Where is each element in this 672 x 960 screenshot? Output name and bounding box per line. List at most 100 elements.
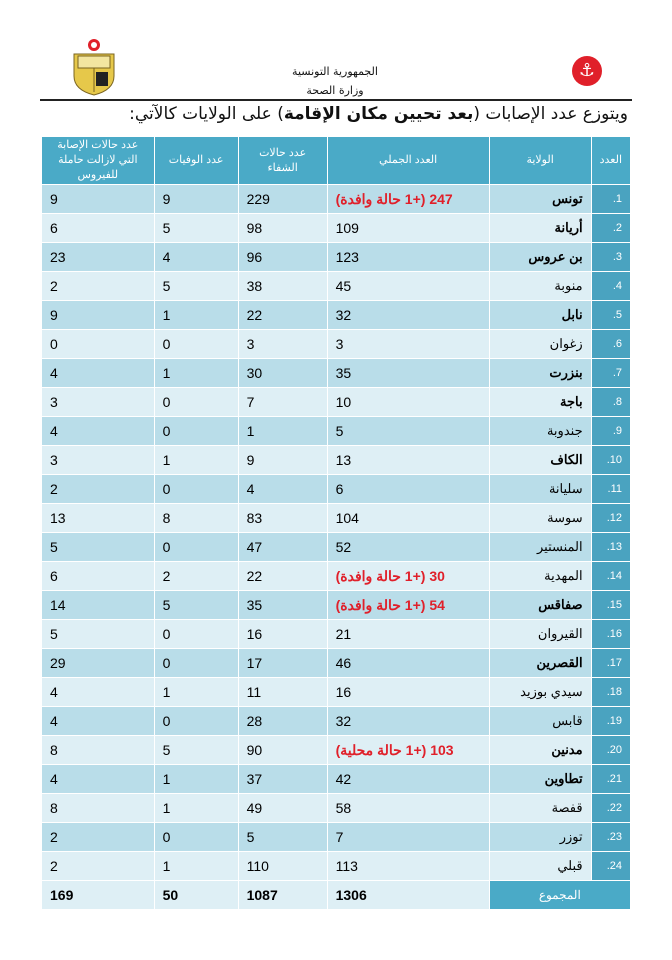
total-cases: 46 <box>326 648 490 678</box>
table-row: 17. القصرين 46 17 0 29 <box>41 648 632 678</box>
title-prefix: ويتوزع عدد الإصابات ( <box>473 104 628 124</box>
governorate-name: منوبة <box>488 271 592 301</box>
total-cases: 32 <box>326 706 490 736</box>
total-cases: 10 <box>326 387 490 417</box>
table-row: 6. زغوان 3 3 0 0 <box>41 329 632 359</box>
active-count: 6 <box>41 213 155 243</box>
title-bold: بعد تحيين مكان الإقامة <box>283 104 474 124</box>
totals-row: المجموع 1306 1087 50 169 <box>41 880 632 910</box>
country-name: الجمهورية التونسية <box>292 65 378 78</box>
governorate-name: المنستير <box>488 532 592 562</box>
row-number: 15. <box>590 590 632 620</box>
active-count: 4 <box>41 706 155 736</box>
col-recovered: عدد حالات الشفاء <box>237 136 328 185</box>
table-row: 19. قابس 32 28 0 4 <box>41 706 632 736</box>
active-count: 4 <box>41 764 155 794</box>
deaths-count: 1 <box>153 445 239 475</box>
active-count: 2 <box>41 822 155 852</box>
row-number: 11. <box>590 474 632 504</box>
table-row: 9. جندوبة 5 1 0 4 <box>41 416 632 446</box>
governorate-name: بنزرت <box>488 358 592 388</box>
governorate-name: سوسة <box>488 503 592 533</box>
active-count: 4 <box>41 416 155 446</box>
row-number: 13. <box>590 532 632 562</box>
tunisia-coat-of-arms-logo <box>68 38 120 96</box>
row-number: 19. <box>590 706 632 736</box>
recovered-count: 3 <box>237 329 328 359</box>
total-cases: 45 <box>326 271 490 301</box>
col-number: العدد <box>590 136 632 185</box>
active-count: 0 <box>41 329 155 359</box>
recovered-count: 5 <box>237 822 328 852</box>
totals-recovered: 1087 <box>237 880 328 910</box>
total-cases: 13 <box>326 445 490 475</box>
row-number: 24. <box>590 851 632 881</box>
governorate-name: بن عروس <box>488 242 592 272</box>
deaths-count: 0 <box>153 619 239 649</box>
col-deaths: عدد الوفيات <box>153 136 239 185</box>
table-row: 1. تونس 247 (+1 حالة وافدة) 229 9 9 <box>41 184 632 214</box>
table-header: العدد الولاية العدد الجملي عدد حالات الش… <box>41 136 632 185</box>
deaths-count: 0 <box>153 474 239 504</box>
active-count: 2 <box>41 851 155 881</box>
header-divider <box>40 99 632 101</box>
totals-active: 169 <box>41 880 155 910</box>
deaths-count: 0 <box>153 532 239 562</box>
recovered-count: 37 <box>237 764 328 794</box>
deaths-count: 5 <box>153 213 239 243</box>
deaths-count: 2 <box>153 561 239 591</box>
table-row: 22. قفصة 58 49 1 8 <box>41 793 632 823</box>
recovered-count: 9 <box>237 445 328 475</box>
table-row: 14. المهدية 30 (+1 حالة وافدة) 22 2 6 <box>41 561 632 591</box>
governorate-name: الكاف <box>488 445 592 475</box>
active-count: 8 <box>41 735 155 765</box>
recovered-count: 110 <box>237 851 328 881</box>
cases-by-governorate-table: العدد الولاية العدد الجملي عدد حالات الش… <box>41 136 632 910</box>
total-cases: 7 <box>326 822 490 852</box>
letterhead: الجمهورية التونسية وزارة الصحة <box>240 62 430 100</box>
row-number: 10. <box>590 445 632 475</box>
table-row: 11. سليانة 6 4 0 2 <box>41 474 632 504</box>
row-number: 21. <box>590 764 632 794</box>
total-cases: 113 <box>326 851 490 881</box>
governorate-name: القيروان <box>488 619 592 649</box>
total-cases: 123 <box>326 242 490 272</box>
recovered-count: 30 <box>237 358 328 388</box>
deaths-count: 5 <box>153 735 239 765</box>
recovered-count: 98 <box>237 213 328 243</box>
recovered-count: 4 <box>237 474 328 504</box>
governorate-name: أريانة <box>488 213 592 243</box>
total-cases: 104 <box>326 503 490 533</box>
deaths-count: 1 <box>153 300 239 330</box>
governorate-name: مدنين <box>488 735 592 765</box>
table-row: 20. مدنين 103 (+1 حالة محلية) 90 5 8 <box>41 735 632 765</box>
row-number: 22. <box>590 793 632 823</box>
deaths-count: 1 <box>153 358 239 388</box>
row-number: 14. <box>590 561 632 591</box>
governorate-name: القصرين <box>488 648 592 678</box>
active-count: 9 <box>41 300 155 330</box>
active-count: 4 <box>41 677 155 707</box>
active-count: 5 <box>41 619 155 649</box>
recovered-count: 1 <box>237 416 328 446</box>
deaths-count: 1 <box>153 677 239 707</box>
col-governorate: الولاية <box>488 136 592 185</box>
governorate-name: قابس <box>488 706 592 736</box>
deaths-count: 0 <box>153 416 239 446</box>
row-number: 18. <box>590 677 632 707</box>
total-cases: 58 <box>326 793 490 823</box>
recovered-count: 22 <box>237 561 328 591</box>
row-number: 7. <box>590 358 632 388</box>
title-suffix: ) على الولايات كالآتي: <box>129 104 284 124</box>
deaths-count: 1 <box>153 793 239 823</box>
total-cases: 6 <box>326 474 490 504</box>
active-count: 8 <box>41 793 155 823</box>
deaths-count: 4 <box>153 242 239 272</box>
governorate-name: سليانة <box>488 474 592 504</box>
deaths-count: 0 <box>153 822 239 852</box>
governorate-name: سيدي بوزيد <box>488 677 592 707</box>
recovered-count: 16 <box>237 619 328 649</box>
row-number: 3. <box>590 242 632 272</box>
table-row: 7. بنزرت 35 30 1 4 <box>41 358 632 388</box>
table-row: 4. منوبة 45 38 5 2 <box>41 271 632 301</box>
